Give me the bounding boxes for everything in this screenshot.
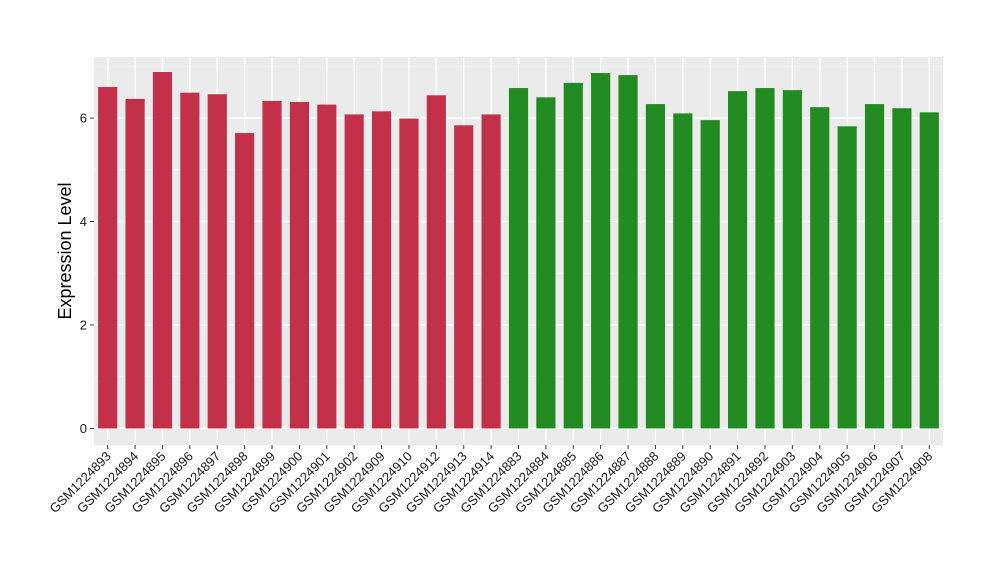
bar-GSM1224884: [536, 97, 556, 429]
y-tick-label: 2: [80, 317, 87, 332]
bar-GSM1224891: [728, 91, 748, 429]
bar-GSM1224897: [207, 94, 227, 429]
bar-GSM1224895: [152, 72, 173, 429]
bar-GSM1224906: [864, 104, 885, 429]
bars-group: [98, 72, 939, 429]
y-tick-label: 6: [80, 111, 87, 126]
bar-GSM1224889: [673, 113, 693, 429]
bar-GSM1224886: [591, 73, 611, 429]
bar-GSM1224892: [755, 88, 775, 429]
bar-GSM1224914: [481, 114, 501, 429]
bar-GSM1224905: [837, 126, 857, 429]
bar-GSM1224912: [426, 95, 446, 429]
bar-GSM1224913: [454, 125, 474, 429]
bar-GSM1224907: [892, 108, 912, 429]
bar-GSM1224899: [262, 100, 282, 429]
y-axis: 0 2 4 6: [80, 111, 94, 436]
bar-GSM1224903: [782, 90, 802, 429]
bar-GSM1224894: [125, 98, 145, 429]
bar-GSM1224888: [645, 104, 666, 429]
bar-GSM1224910: [399, 118, 419, 429]
bar-GSM1224887: [618, 75, 638, 429]
bar-GSM1224896: [180, 92, 200, 429]
y-tick-label: 0: [80, 421, 87, 436]
y-axis-title: Expression Level: [55, 182, 75, 319]
bar-GSM1224901: [317, 104, 337, 429]
bar-GSM1224898: [235, 133, 255, 429]
bar-GSM1224900: [289, 102, 309, 429]
bar-GSM1224893: [98, 87, 118, 429]
bar-GSM1224909: [371, 111, 392, 429]
bar-GSM1224902: [344, 114, 364, 429]
x-axis: GSM1224893GSM1224894GSM1224895GSM1224896…: [46, 445, 935, 516]
bar-GSM1224883: [508, 88, 529, 429]
bar-GSM1224904: [810, 107, 830, 429]
y-tick-label: 4: [80, 214, 87, 229]
bar-GSM1224908: [919, 112, 939, 429]
bar-GSM1224890: [700, 120, 720, 429]
bar-GSM1224885: [563, 82, 583, 429]
